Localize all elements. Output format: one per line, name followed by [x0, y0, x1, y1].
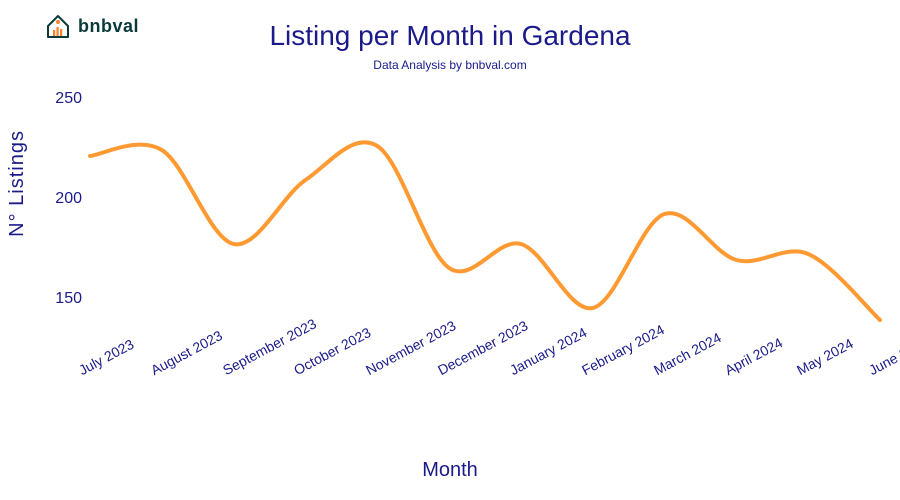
y-tick-label: 200	[42, 190, 82, 208]
series-line	[90, 142, 880, 320]
y-tick-label: 150	[42, 290, 82, 308]
line-chart	[0, 0, 900, 500]
y-tick-label: 250	[42, 90, 82, 108]
